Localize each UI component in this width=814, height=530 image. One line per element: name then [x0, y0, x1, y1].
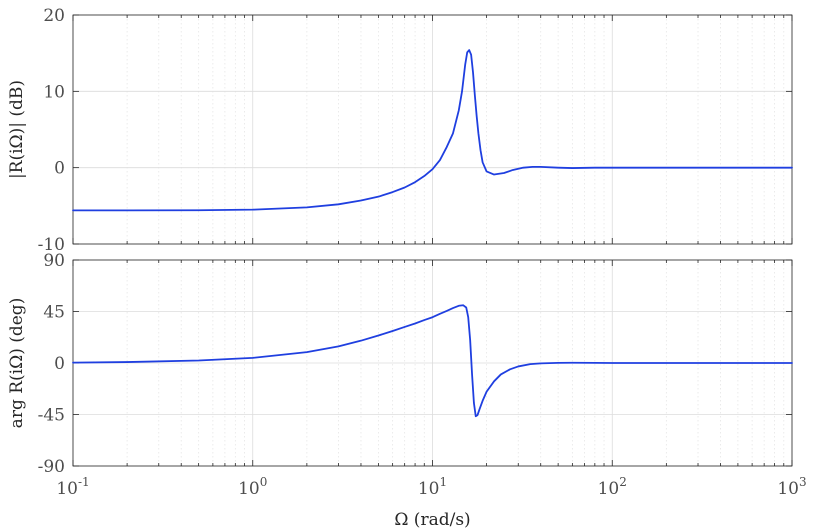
y-tick-label: -90: [38, 457, 65, 477]
phase-axes: -90 -45 0 45 90 10-1 100 101 102 103 arg R(iΩ) (de…: [7, 251, 807, 530]
phase-series-line: [72, 304, 793, 418]
x-axis-label: Ω (rad/s): [394, 510, 470, 530]
y-tick-label: 0: [54, 354, 65, 374]
phase-ylabel: arg R(iΩ) (deg): [7, 298, 27, 429]
magnitude-axes: -10 0 10 20 |R(iΩ)| (dB): [7, 6, 793, 255]
y-tick-label: 20: [43, 6, 65, 26]
x-tick-label: 103: [777, 475, 806, 499]
y-tick-label: -10: [38, 235, 65, 255]
y-tick-label: 90: [43, 251, 65, 271]
y-tick-label: 0: [54, 159, 65, 179]
y-tick-label: 45: [43, 303, 65, 323]
x-tick-label: 102: [598, 475, 627, 499]
x-tick-label: 101: [418, 475, 447, 499]
y-tick-label: 10: [43, 82, 65, 102]
magnitude-ylabel: |R(iΩ)| (dB): [7, 80, 27, 179]
x-tick-label: 100: [238, 475, 267, 499]
magnitude-series-line: [72, 49, 793, 212]
y-tick-label: -45: [38, 406, 65, 426]
x-tick-label: 10-1: [56, 475, 89, 499]
